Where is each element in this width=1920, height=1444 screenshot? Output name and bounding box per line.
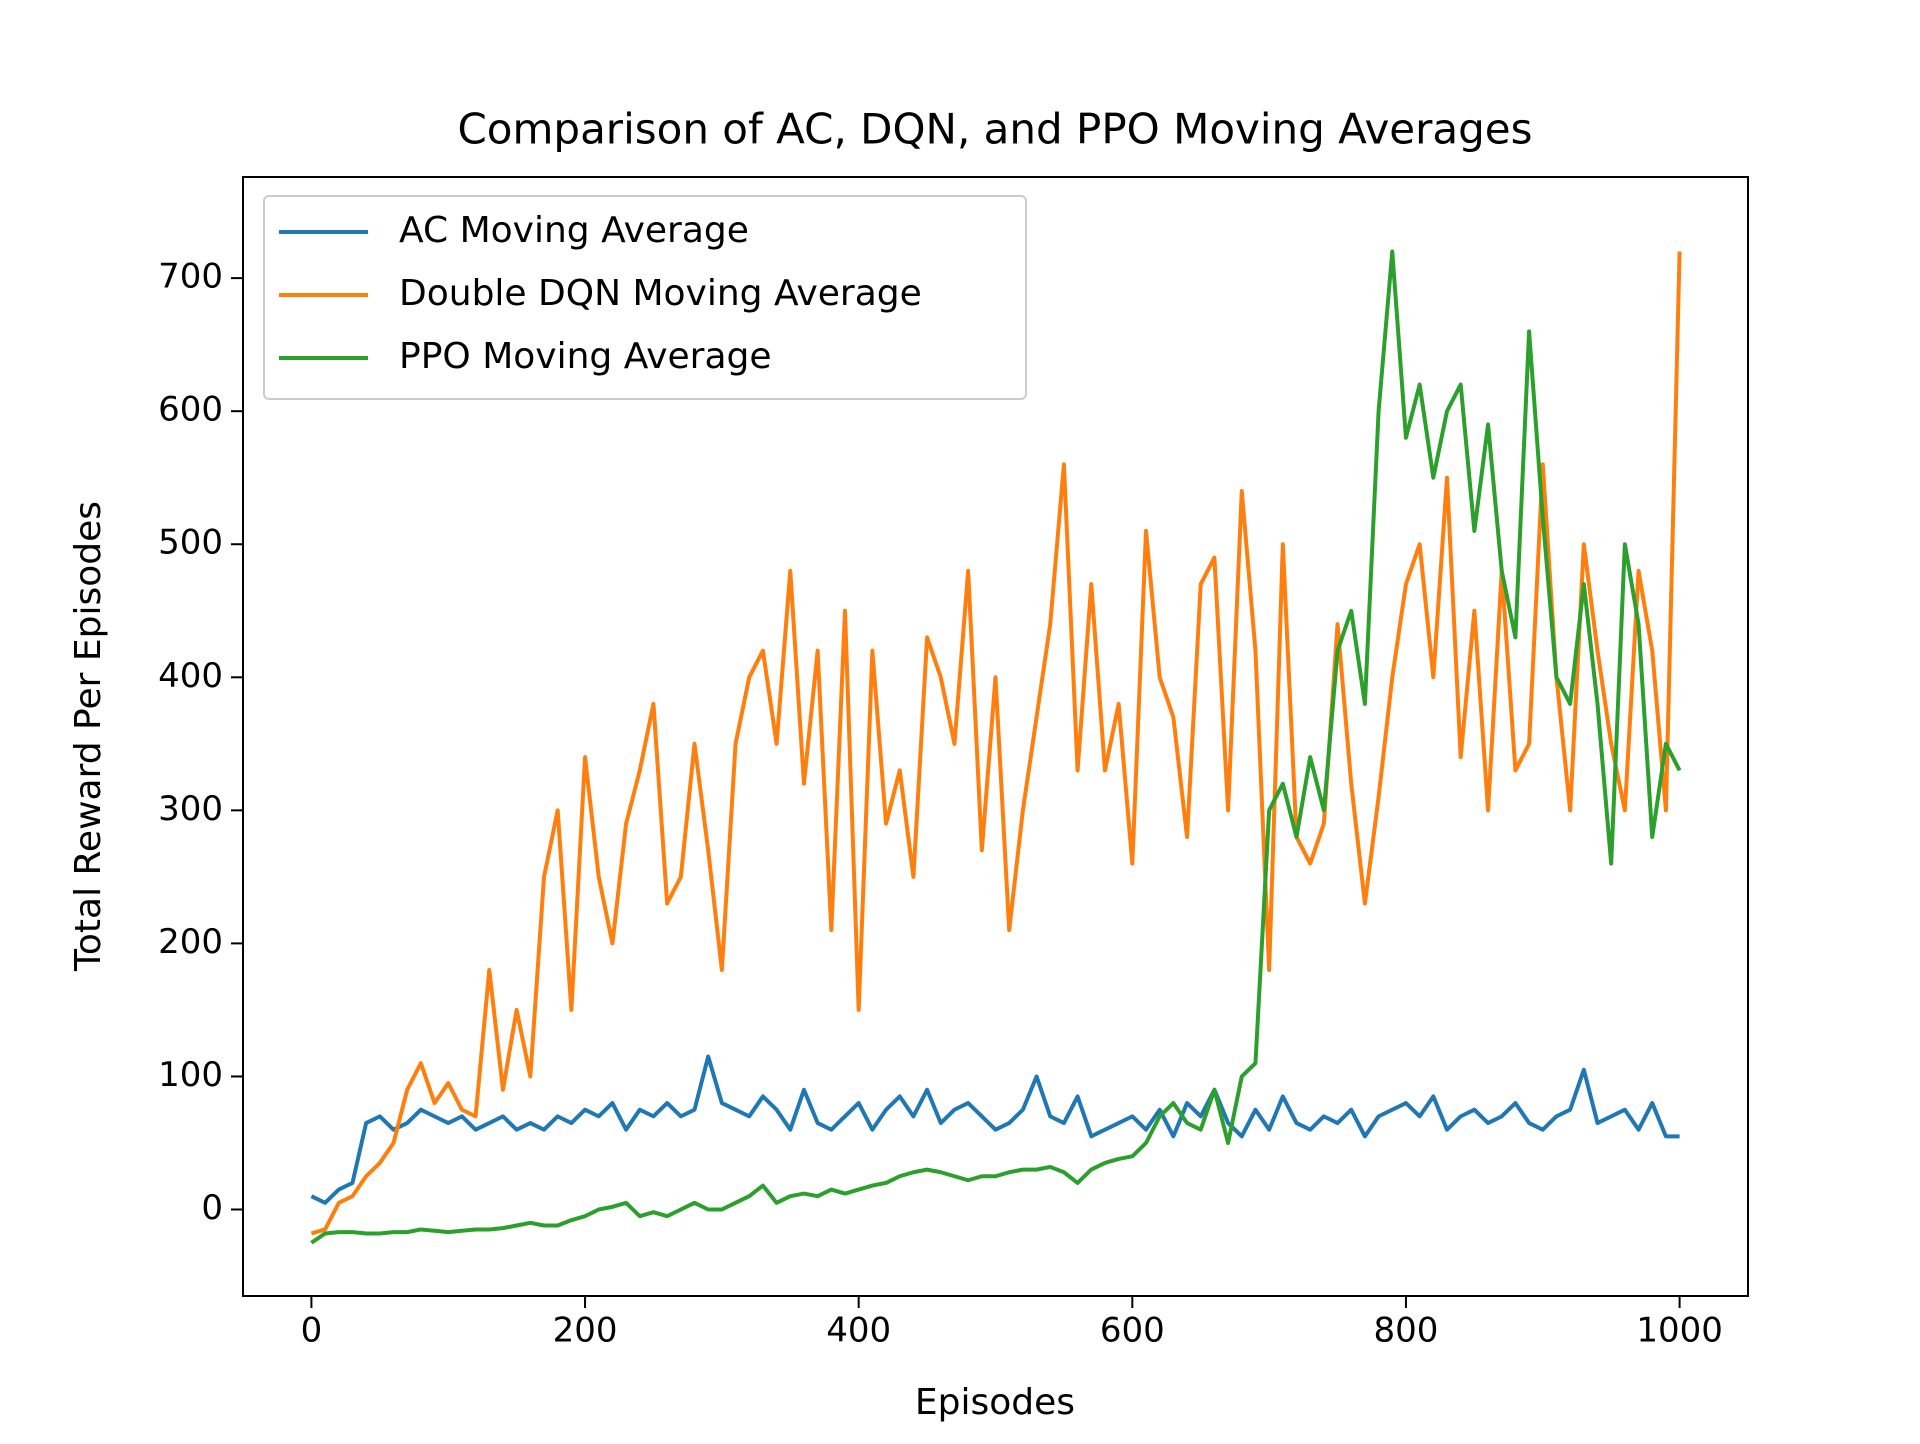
x-tick-label: 600 bbox=[1100, 1311, 1165, 1351]
legend-label: AC Moving Average bbox=[399, 210, 749, 251]
x-tick-label: 200 bbox=[553, 1311, 618, 1351]
x-tick-label: 400 bbox=[826, 1311, 891, 1351]
series-line bbox=[310, 249, 1682, 1245]
y-tick-label: 200 bbox=[158, 922, 223, 962]
y-tick-label: 400 bbox=[158, 656, 223, 696]
y-tick-label: 700 bbox=[158, 257, 223, 297]
legend-label: PPO Moving Average bbox=[399, 336, 772, 377]
x-axis-label: Episodes bbox=[915, 1382, 1075, 1423]
plot-area bbox=[310, 249, 1682, 1245]
x-tick-label: 800 bbox=[1374, 1311, 1439, 1351]
series-line bbox=[310, 251, 1682, 1236]
y-tick-label: 600 bbox=[158, 390, 223, 430]
x-tick-label: 0 bbox=[301, 1311, 323, 1351]
series-line bbox=[310, 1054, 1680, 1205]
legend-box bbox=[263, 195, 1027, 400]
y-tick-label: 500 bbox=[158, 523, 223, 563]
y-axis-label: Total Reward Per Episodes bbox=[68, 501, 109, 972]
chart-title: Comparison of AC, DQN, and PPO Moving Av… bbox=[457, 105, 1532, 154]
legend-label: Double DQN Moving Average bbox=[399, 273, 922, 314]
axes-frame bbox=[242, 176, 1749, 1297]
y-tick-label: 300 bbox=[158, 789, 223, 829]
y-tick-label: 0 bbox=[201, 1188, 223, 1228]
y-tick-label: 100 bbox=[158, 1055, 223, 1095]
x-tick-label: 1000 bbox=[1636, 1311, 1723, 1351]
